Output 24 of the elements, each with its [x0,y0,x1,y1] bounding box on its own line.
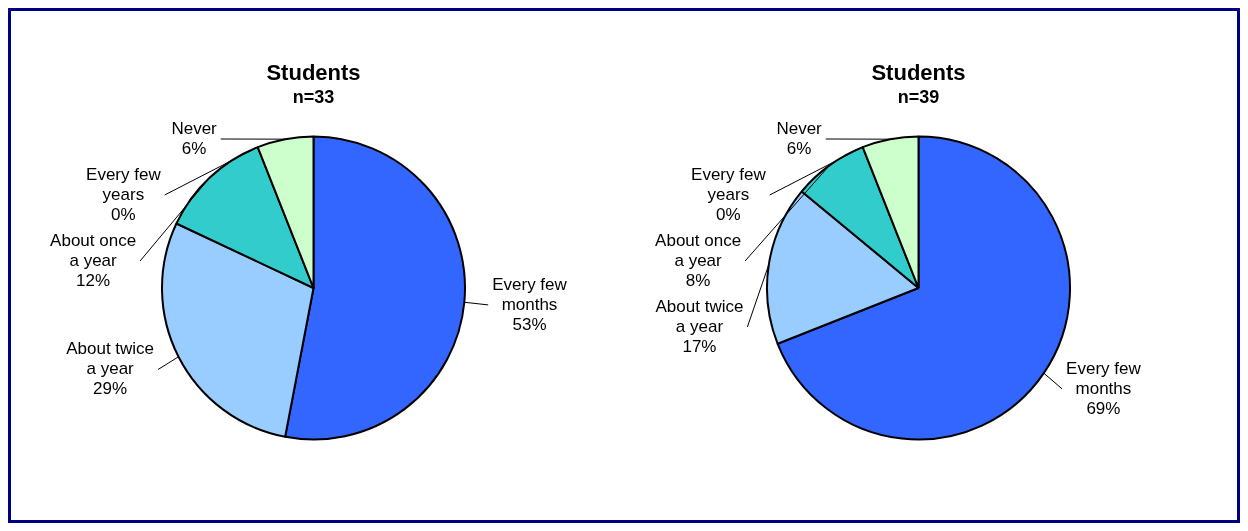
data-label: 29% [93,379,128,399]
category-label: Every few years [691,164,766,204]
chart-subtitle: n=39 [897,87,940,108]
data-label: 17% [682,336,717,356]
slice-label: Every few months [492,274,568,314]
chart-title: Students [266,60,361,86]
data-label: 6% [181,138,207,158]
slice-label: Never [776,118,823,138]
data-label: 12% [76,270,111,290]
slice-label: Never [171,118,218,138]
slice-label: About once a year [50,230,137,270]
text: 0% [111,204,136,224]
slice-label: About twice a year [655,296,744,336]
category-label: Every few years [86,164,161,204]
chart-subtitle: n=33 [292,87,335,108]
slice-label: About once a year [655,230,742,270]
slice-label: Every few months [1066,358,1142,398]
text: 0% [716,204,741,224]
data-label: 69% [1086,398,1121,418]
data-label: 8% [685,270,711,290]
data-label: 6% [786,138,812,158]
chart-title: Students [871,60,966,86]
data-label: 53% [512,314,547,334]
slice-label: About twice a year [66,339,155,379]
